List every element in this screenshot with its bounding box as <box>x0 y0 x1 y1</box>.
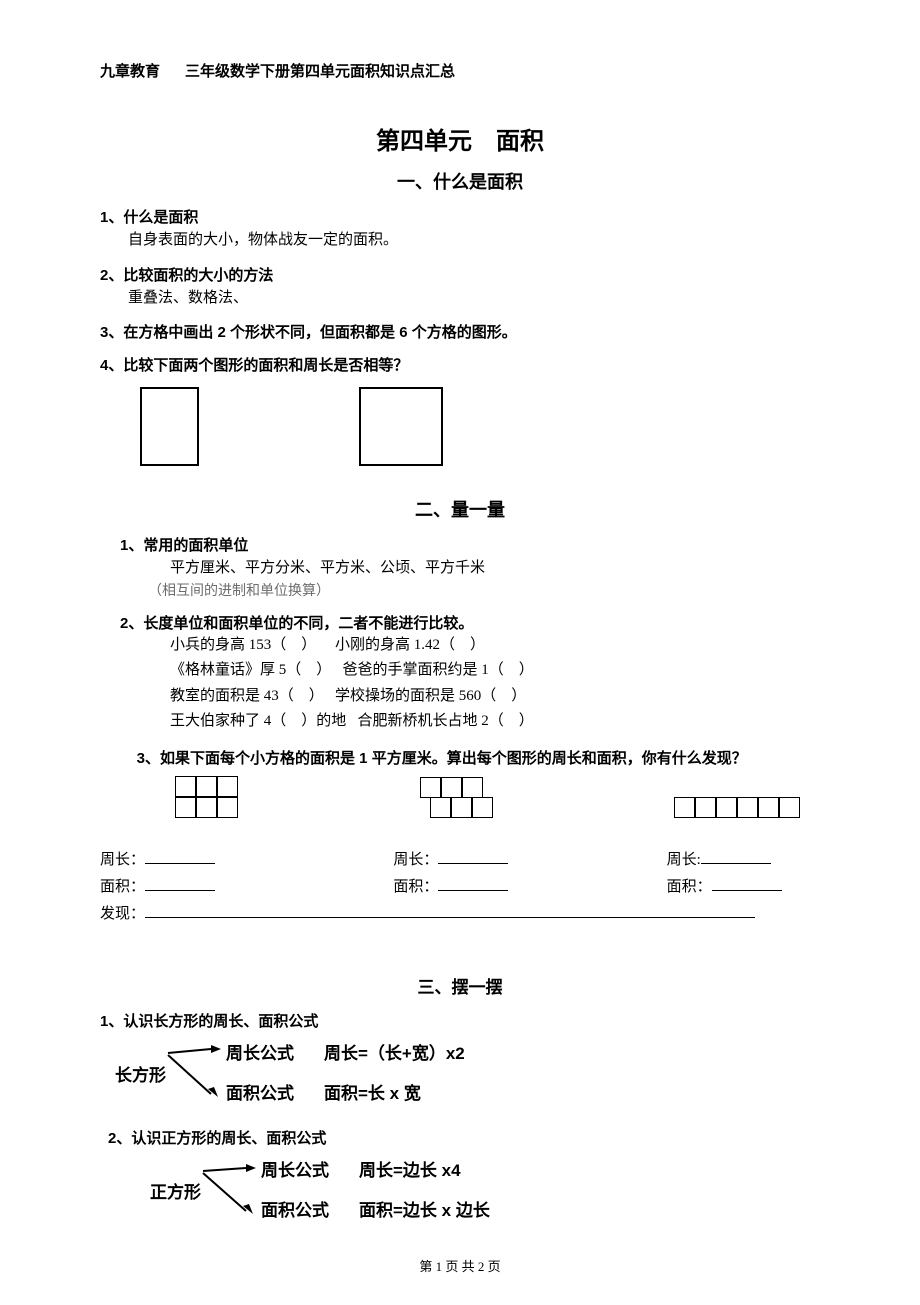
branch-arrows-icon <box>166 1039 226 1109</box>
blank <box>438 863 508 864</box>
found-label: 发现： <box>100 906 145 922</box>
brand: 九章教育 <box>100 63 160 80</box>
s3-item-2: 2、认识正方形的周长、面积公式 <box>108 1127 820 1148</box>
section3-title: 三、摆一摆 <box>100 973 820 998</box>
sq-area-formula: 面积=边长 x 边长 <box>359 1191 490 1230</box>
grid-figure-3 <box>674 797 800 818</box>
area-label-1: 面积： <box>100 879 145 895</box>
section1-title: 一、什么是面积 <box>100 168 820 194</box>
q3-figures <box>175 776 800 818</box>
blank <box>712 890 782 891</box>
answers-row-found: 发现： <box>100 902 820 923</box>
page-footer: 第 1 页 共 2 页 <box>100 1256 820 1275</box>
area-formula-label: 面积公式 <box>226 1074 294 1113</box>
header-subtitle: 三年级数学下册第四单元面积知识点汇总 <box>185 63 455 80</box>
shape-rect-label: 长方形 <box>115 1061 166 1086</box>
formula-rect: 长方形 周长公式周长=（长+宽）x2 面积公式面积=长 x 宽 <box>115 1039 820 1109</box>
grid-figure-2 <box>420 777 493 818</box>
area-formula: 面积=长 x 宽 <box>324 1074 421 1113</box>
fill-line-2: 《格林童话》厚 5（ ） 爸爸的手掌面积约是 1（ ） <box>170 658 820 684</box>
blank <box>438 890 508 891</box>
sq-perim-formula-label: 周长公式 <box>261 1151 329 1190</box>
perim-label-2: 周长： <box>393 852 438 868</box>
sq-perim-formula: 周长=边长 x4 <box>359 1151 461 1190</box>
s1-item-3: 3、在方格中画出 2 个形状不同，但面积都是 6 个方格的图形。 <box>100 321 820 342</box>
perim-label-3: 周长: <box>667 852 701 868</box>
s2-item-1: 1、常用的面积单位 <box>120 534 820 555</box>
shape-rect-1 <box>140 387 199 466</box>
blank <box>145 863 215 864</box>
s3-item-1: 1、认识长方形的周长、面积公式 <box>100 1010 820 1031</box>
grid-figure-1 <box>175 776 238 818</box>
section2-title: 二、量一量 <box>100 496 820 522</box>
sq-area-formula-label: 面积公式 <box>261 1191 329 1230</box>
answers-row-area: 面积： 面积： 面积： <box>100 875 820 896</box>
blank <box>701 863 771 864</box>
blank <box>145 890 215 891</box>
shape-rect-2 <box>359 387 443 466</box>
fill-line-3: 教室的面积是 43（ ） 学校操场的面积是 560（ ） <box>170 684 820 710</box>
shape-row <box>140 387 820 466</box>
s2-item-2: 2、长度单位和面积单位的不同，二者不能进行比较。 <box>120 612 820 633</box>
s2-item-1-note: （相互间的进制和单位换算） <box>148 580 820 600</box>
perim-formula-label: 周长公式 <box>226 1034 294 1073</box>
s2-item-3: 3、如果下面每个小方格的面积是 1 平方厘米。算出每个图形的周长和面积，你有什么… <box>120 747 820 768</box>
shape-square-label: 正方形 <box>150 1178 201 1203</box>
perim-formula: 周长=（长+宽）x2 <box>324 1034 465 1073</box>
s1-item-4: 4、比较下面两个图形的面积和周长是否相等？ <box>100 354 820 375</box>
s1-item-2-body: 重叠法、数格法、 <box>128 287 820 310</box>
branch-arrows-icon <box>201 1156 261 1226</box>
s1-item-1: 1、什么是面积 <box>100 206 820 227</box>
area-label-3: 面积： <box>667 879 712 895</box>
fill-line-1: 小兵的身高 153（ ） 小刚的身高 1.42（ ） <box>170 633 820 659</box>
fill-line-4: 王大伯家种了 4（ ）的地 合肥新桥机长占地 2（ ） <box>170 709 820 735</box>
answers-row-perim: 周长： 周长： 周长: <box>100 848 820 869</box>
s1-item-2: 2、比较面积的大小的方法 <box>100 264 820 285</box>
main-title: 第四单元 面积 <box>100 121 820 156</box>
s1-item-1-body: 自身表面的大小，物体战友一定的面积。 <box>128 229 820 252</box>
area-label-2: 面积： <box>393 879 438 895</box>
formula-square: 正方形 周长公式周长=边长 x4 面积公式面积=边长 x 边长 <box>150 1156 820 1226</box>
s2-item-1-body: 平方厘米、平方分米、平方米、公顷、平方千米 <box>170 557 820 580</box>
perim-label-1: 周长： <box>100 852 145 868</box>
blank-long <box>145 917 755 918</box>
page-header: 九章教育 三年级数学下册第四单元面积知识点汇总 <box>100 60 820 81</box>
